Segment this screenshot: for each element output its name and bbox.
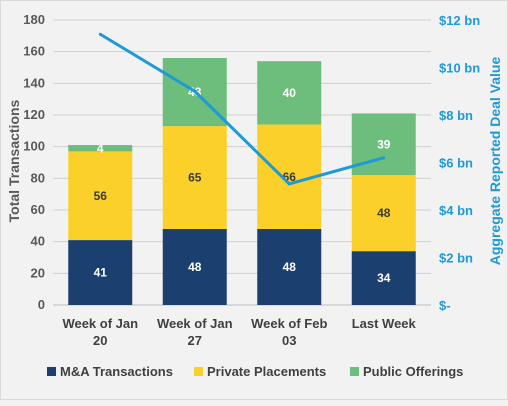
- bar-segment: [68, 240, 133, 305]
- data-label: 39: [377, 137, 391, 151]
- y-axis-title: Total Transactions: [6, 99, 22, 222]
- data-label: 65: [188, 171, 202, 185]
- x-tick-label-line: Last Week: [352, 316, 417, 331]
- line-point: [193, 89, 197, 93]
- y2-tick-label: $-: [439, 298, 451, 313]
- bar-segment: [257, 229, 322, 305]
- data-label: 48: [188, 260, 202, 274]
- y-tick-label: 0: [38, 297, 45, 312]
- bar-segment: [68, 151, 133, 241]
- bar-segment: [351, 251, 416, 305]
- data-label: 48: [283, 260, 297, 274]
- y-tick-label: 40: [31, 234, 45, 249]
- legend-label: Public Offerings: [363, 364, 463, 379]
- x-tick-label: Week of Jan 27: [157, 316, 233, 348]
- y-tick-label: 160: [23, 44, 45, 59]
- bars: 41564486543486640344839: [68, 58, 416, 305]
- bar-segment: [162, 126, 227, 229]
- x-tick-label-line: Week of Jan: [157, 316, 233, 331]
- deal-value-line: [98, 32, 386, 186]
- y2-axis-title: Aggregate Reported Deal Value: [487, 57, 503, 266]
- y-tick-label: 20: [31, 265, 45, 280]
- y-tick-label: 120: [23, 107, 45, 122]
- y-tick-label: 100: [23, 139, 45, 154]
- x-tick-label-line: 03: [282, 333, 296, 348]
- axes: Total Transactions Aggregate Reported De…: [6, 12, 503, 348]
- data-label: 4: [97, 141, 104, 155]
- y-tick-label: 80: [31, 170, 45, 185]
- data-label: 56: [94, 189, 108, 203]
- deal-value-polyline: [99, 32, 385, 186]
- data-label: 48: [377, 206, 391, 220]
- line-point: [287, 182, 291, 186]
- line-point: [98, 32, 102, 36]
- y2-tick-label: $2 bn: [439, 251, 473, 266]
- legend-swatch: [47, 367, 56, 376]
- y2-tick-label: $4 bn: [439, 203, 473, 218]
- legend-label: Private Placements: [207, 364, 326, 379]
- y2-tick-label: $10 bn: [439, 61, 480, 76]
- x-tick-label-line: 20: [93, 333, 107, 348]
- bar-segment: [68, 145, 133, 152]
- x-tick-label: Last Week: [352, 316, 417, 331]
- y-tick-label: 180: [23, 12, 45, 27]
- legend-swatch: [350, 367, 359, 376]
- bar-segment: [351, 175, 416, 252]
- x-tick-label-line: Week of Jan: [62, 316, 138, 331]
- bar-segment: [162, 229, 227, 305]
- x-tick-label: Week of Feb 03: [251, 316, 327, 348]
- legend: M&A Transactions Private Placements Public…: [47, 364, 463, 379]
- bar-segment: [257, 61, 322, 125]
- y2-tick-label: $8 bn: [439, 108, 473, 123]
- y-tick-label: 140: [23, 75, 45, 90]
- data-label: 34: [377, 271, 391, 285]
- line-point: [382, 156, 386, 160]
- y-tick-label: 60: [31, 202, 45, 217]
- x-tick-label-line: 27: [188, 333, 202, 348]
- data-label: 40: [283, 86, 297, 100]
- x-tick-label-line: Week of Feb: [251, 316, 327, 331]
- y2-tick-label: $6 bn: [439, 156, 473, 171]
- data-label: 41: [94, 266, 108, 280]
- legend-label: M&A Transactions: [60, 364, 173, 379]
- legend-swatch: [194, 367, 203, 376]
- x-tick-label: Week of Jan 20: [62, 316, 138, 348]
- y2-tick-label: $12 bn: [439, 13, 480, 28]
